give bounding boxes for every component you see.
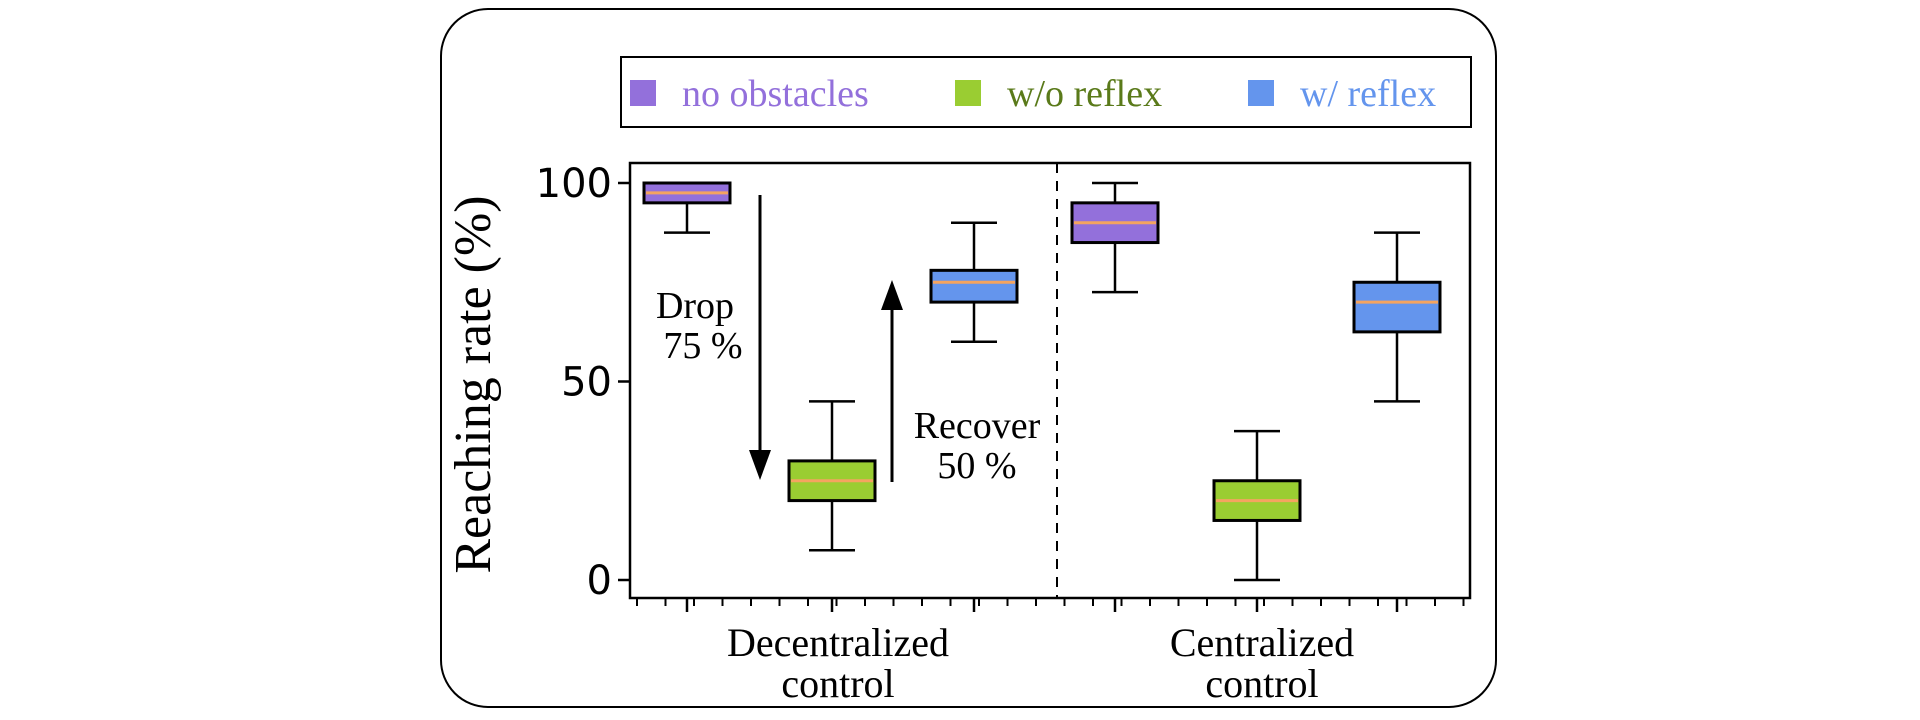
legend-box — [620, 56, 1472, 128]
drop-label-line1: Drop — [656, 285, 734, 327]
group-label-0-line1: Decentralized — [727, 620, 949, 665]
legend-swatch-2 — [1248, 80, 1274, 106]
recover-label-line1: Recover — [914, 405, 1041, 447]
recover-label-line2: 50 % — [937, 445, 1016, 487]
y-tick-label-1: 50 — [561, 360, 612, 406]
group-label-0-line2: control — [781, 661, 894, 706]
legend-swatch-1 — [955, 80, 981, 106]
legend-swatch-0 — [630, 80, 656, 106]
y-axis-label: Reaching rate (%) — [445, 195, 502, 573]
drop-arrow-head — [749, 450, 771, 480]
y-tick-label-2: 100 — [536, 161, 612, 207]
legend-label-0: no obstacles — [682, 73, 869, 115]
drop-label-line2: 75 % — [663, 325, 742, 367]
legend-label-2: w/ reflex — [1300, 73, 1436, 115]
group-label-1-line2: control — [1205, 661, 1318, 706]
box-body-2 — [929, 268, 1019, 304]
box-body-5 — [1352, 280, 1442, 334]
plot-frame — [628, 161, 1472, 600]
legend-label-1: w/o reflex — [1007, 73, 1162, 115]
y-tick-label-0: 0 — [587, 558, 612, 604]
group-label-1-line1: Centralized — [1170, 620, 1354, 665]
recover-arrow-head — [881, 280, 903, 310]
